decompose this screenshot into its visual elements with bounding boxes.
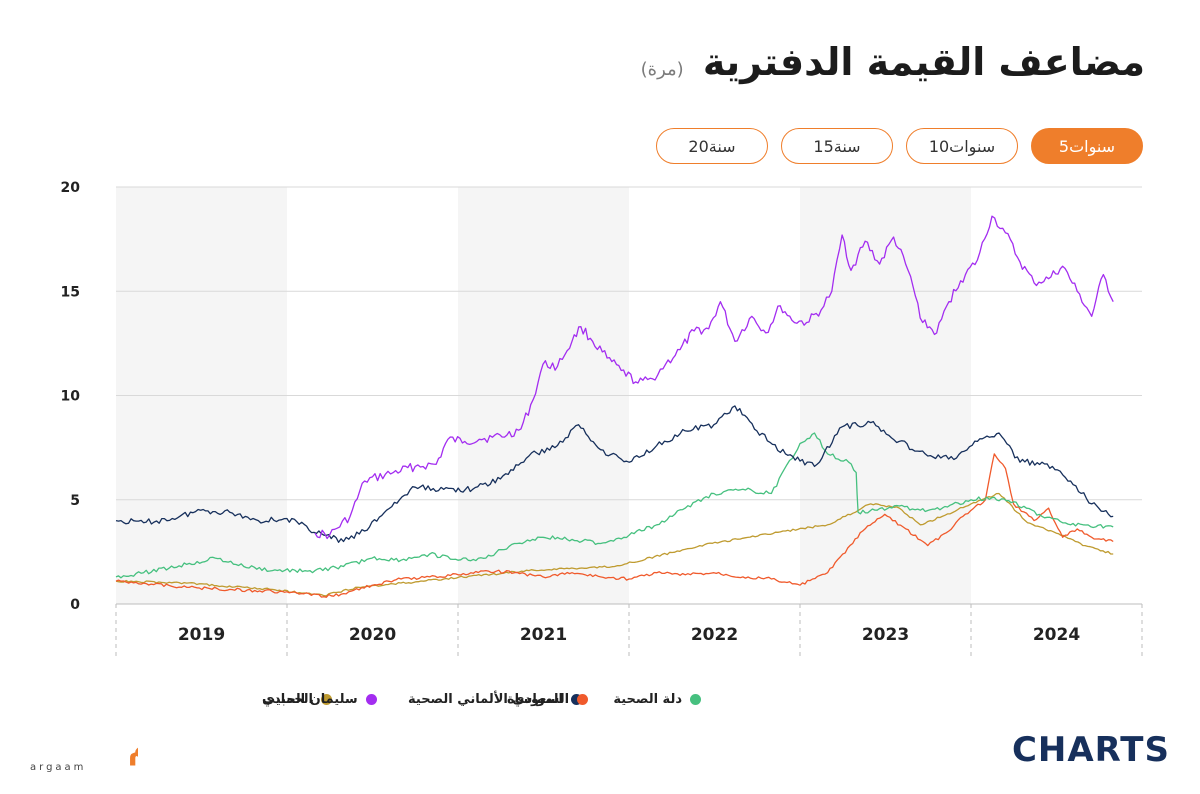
legend-dot <box>365 694 377 705</box>
range-tabs: 5سنوات 10سنوات 15سنة 20سنة <box>656 128 1143 164</box>
y-tick-label: 10 <box>61 389 81 405</box>
y-tick-label: 0 <box>70 597 80 613</box>
legend-item-saudi-german[interactable]: السعودي الألماني الصحية <box>408 692 589 707</box>
series-line <box>314 215 1114 540</box>
legend-label: دلة الصحية <box>613 692 682 707</box>
chart-legend: الحمادي المواساة دلة الصحية السعودي الأل… <box>0 692 1200 712</box>
legend-label: سليمان الحبيب <box>262 692 358 707</box>
x-tick-label: 2024 <box>1033 625 1080 645</box>
legend-item-mouwasat[interactable]: المواساة <box>507 692 582 707</box>
argaam-logo: أرقام argaam <box>30 728 138 772</box>
legend-label: المواساة <box>507 692 563 707</box>
series-line <box>115 432 1114 579</box>
legend-item-dallah[interactable]: دلة الصحية <box>613 692 701 707</box>
x-tick-label: 2019 <box>178 625 225 645</box>
y-tick-label: 5 <box>70 493 80 509</box>
y-tick-label: 15 <box>61 284 80 300</box>
page-title: مضاعف القيمة الدفترية <box>702 40 1145 84</box>
series-line <box>115 453 1114 598</box>
x-tick-label: 2023 <box>862 625 909 645</box>
tab-20-years[interactable]: 20سنة <box>656 128 768 164</box>
x-tick-label: 2022 <box>691 625 738 645</box>
argaam-logo-subtext: argaam <box>30 762 86 772</box>
legend-dot <box>321 694 332 705</box>
legend-label: الحمادي <box>262 692 313 707</box>
chart-header: مضاعف القيمة الدفترية (مرة) <box>641 40 1145 84</box>
unit-label: (مرة) <box>640 59 684 80</box>
line-chart: 0 5 10 15 20 2019 2020 2021 2022 2023 2024 <box>61 180 1143 660</box>
legend-label: السعودي الألماني الصحية <box>408 692 570 707</box>
tab-10-years[interactable]: 10سنوات <box>906 128 1018 164</box>
tab-5-years[interactable]: 5سنوات <box>1031 128 1143 164</box>
legend-dot <box>577 694 589 705</box>
charts-logo: CHARTS <box>1011 730 1170 770</box>
argaam-logo-text: أرقام <box>128 728 138 766</box>
series-line <box>115 405 1114 543</box>
legend-dot <box>690 694 701 705</box>
x-tick-label: 2020 <box>349 625 396 645</box>
y-tick-label: 20 <box>61 180 81 196</box>
x-tick-label: 2021 <box>520 625 567 645</box>
legend-item-hammadi[interactable]: الحمادي <box>262 692 332 707</box>
tab-15-years[interactable]: 15سنة <box>781 128 893 164</box>
legend-item-sulaiman-alhabib[interactable]: سليمان الحبيب <box>262 692 377 707</box>
legend-dot <box>571 694 582 705</box>
